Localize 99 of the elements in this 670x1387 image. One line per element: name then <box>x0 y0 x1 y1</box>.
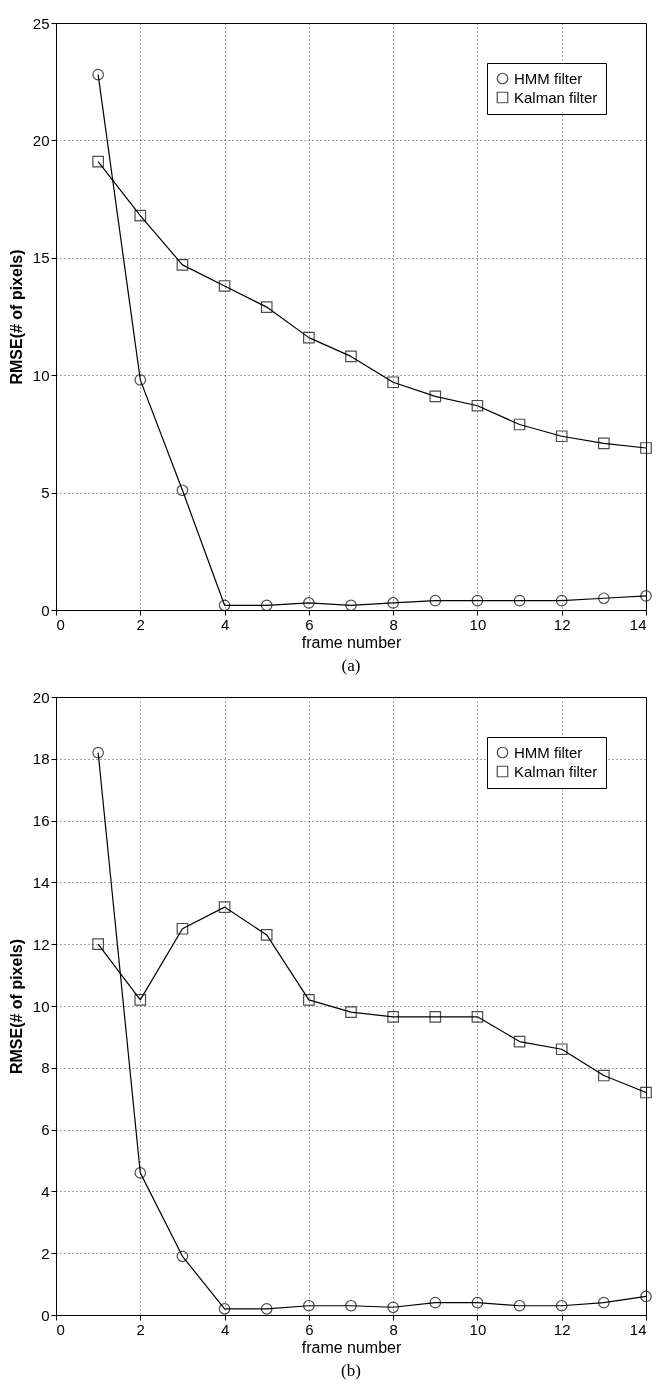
y-tick-label: 2 <box>41 1244 50 1262</box>
y-tick-label: 14 <box>32 873 50 891</box>
y-axis-title: RMSE(# of pixels) <box>7 249 25 385</box>
point <box>92 746 104 759</box>
point <box>640 590 652 602</box>
point <box>345 599 357 612</box>
point <box>387 597 399 609</box>
point <box>218 1302 231 1315</box>
x-tick-label: 4 <box>220 1320 230 1338</box>
x-axis-title: frame number <box>301 1338 402 1356</box>
point <box>429 390 442 403</box>
x-tick-label: 10 <box>469 615 487 633</box>
x-tick-label: 8 <box>389 1320 398 1338</box>
point <box>176 484 189 497</box>
text: (b) <box>341 1361 361 1380</box>
y-tick-label: 0 <box>41 1306 50 1324</box>
point <box>92 68 104 81</box>
x-tick-label: 14 <box>629 615 647 633</box>
y-tick-label: 4 <box>41 1182 50 1200</box>
x-tick-label: 14 <box>629 1320 647 1338</box>
y-tick-label: 18 <box>32 750 50 768</box>
point <box>176 1250 189 1263</box>
y-tick-label: 10 <box>32 366 50 384</box>
x-tick-label: 2 <box>136 1320 145 1338</box>
point <box>640 442 652 454</box>
point <box>92 938 104 951</box>
point <box>513 418 526 431</box>
x-tick-label: 12 <box>553 1320 571 1338</box>
x-tick-label: 6 <box>305 1320 314 1338</box>
x-tick-label: 8 <box>389 615 398 633</box>
point <box>429 1010 442 1023</box>
y-axis-title: RMSE(# of pixels) <box>7 938 25 1075</box>
point <box>345 1299 357 1312</box>
point <box>513 1299 526 1312</box>
point <box>598 592 610 605</box>
point <box>260 929 273 941</box>
point <box>260 599 273 612</box>
y-tick-label: 5 <box>41 484 50 502</box>
point <box>134 209 147 222</box>
point <box>345 350 357 363</box>
point <box>260 1302 273 1315</box>
point <box>555 1299 568 1312</box>
point <box>218 599 231 612</box>
point <box>429 594 442 607</box>
x-tick-label: 6 <box>305 615 314 633</box>
x-tick-label: 0 <box>56 615 65 633</box>
y-tick-label: 20 <box>32 688 50 706</box>
point <box>598 1069 610 1082</box>
y-tick-label: 6 <box>41 1121 50 1139</box>
point <box>387 376 399 389</box>
legend-label: Kalman filter <box>514 762 598 780</box>
point <box>387 1010 399 1023</box>
legend-label: Kalman filter <box>514 88 598 106</box>
point <box>513 594 526 607</box>
x-axis-title: frame number <box>301 633 402 651</box>
point <box>471 1296 484 1309</box>
point <box>218 901 231 913</box>
x-tick-label: 12 <box>553 615 571 633</box>
x-tick-label: 4 <box>220 615 230 633</box>
y-tick-label: 15 <box>32 249 50 267</box>
point <box>134 993 147 1006</box>
y-tick-label: 0 <box>41 601 50 619</box>
legend-label: HMM filter <box>514 69 583 87</box>
point <box>134 374 147 386</box>
point <box>640 1290 652 1303</box>
y-tick-label: 12 <box>32 935 50 953</box>
y-tick-label: 25 <box>32 14 50 32</box>
point <box>387 1301 399 1314</box>
point <box>598 437 610 450</box>
point <box>303 1299 315 1312</box>
point <box>555 1043 568 1056</box>
point <box>92 155 104 168</box>
point <box>471 1010 484 1023</box>
x-tick-label: 2 <box>136 615 145 633</box>
point <box>471 399 484 412</box>
x-tick-label: 10 <box>469 1320 487 1338</box>
point <box>640 1086 652 1099</box>
point <box>303 331 315 344</box>
point <box>303 993 315 1006</box>
point <box>176 259 189 271</box>
legend-label: HMM filter <box>514 743 583 761</box>
y-tick-label: 16 <box>32 812 50 830</box>
y-tick-label: 20 <box>32 131 50 149</box>
point <box>598 1296 610 1309</box>
point <box>176 922 189 935</box>
point <box>303 597 315 609</box>
point <box>345 1006 357 1019</box>
point <box>513 1035 526 1048</box>
text: (a) <box>341 656 361 675</box>
y-tick-label: 8 <box>41 1059 50 1077</box>
point <box>218 280 231 292</box>
point <box>134 1167 147 1179</box>
y-tick-label: 10 <box>32 997 50 1015</box>
point <box>429 1296 442 1309</box>
point <box>260 301 273 313</box>
point <box>471 594 484 607</box>
point <box>555 594 568 607</box>
x-tick-label: 0 <box>56 1320 65 1338</box>
point <box>555 430 568 443</box>
